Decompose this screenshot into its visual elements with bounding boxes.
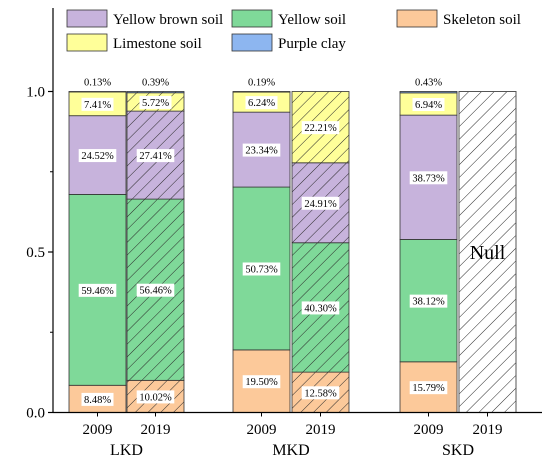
data-label-bg: [409, 381, 448, 395]
data-label: 0.43%: [415, 78, 442, 89]
data-label: 38.73%: [412, 173, 445, 184]
null-label: Null: [470, 242, 506, 264]
y-tick-label: 0.5: [26, 245, 45, 261]
y-tick-label: 0.0: [26, 406, 45, 422]
data-label-bg: [301, 196, 340, 210]
data-label: 6.24%: [248, 98, 275, 109]
data-label-bg: [409, 171, 448, 185]
data-label: 59.46%: [81, 286, 114, 297]
data-label: 23.34%: [245, 146, 278, 157]
data-label-bg: [78, 149, 117, 163]
bar-segment: [232, 91, 291, 93]
bar-segment-hatch: [127, 91, 184, 93]
x-tick-label: 2009: [83, 422, 113, 438]
data-label-bg: [409, 294, 448, 308]
x-tick-label: 2019: [473, 422, 503, 438]
legend-swatch: [231, 9, 273, 28]
x-tick-label: 2019: [306, 422, 336, 438]
null-bar-hatch: [458, 91, 517, 413]
data-label-bg: [242, 143, 281, 157]
legend-swatch: [231, 33, 273, 52]
data-label-bg: [81, 392, 114, 406]
legend-swatch: [396, 9, 438, 28]
x-tick-label: 2019: [141, 422, 171, 438]
legend-label: Purple clay: [278, 36, 346, 52]
data-label-bg: [136, 149, 175, 163]
data-label: 12.58%: [304, 388, 337, 399]
data-label-bg: [245, 96, 278, 110]
data-label: 24.52%: [81, 151, 114, 162]
group-label: LKD: [110, 442, 143, 459]
legend-label: Limestone soil: [113, 36, 202, 52]
legend-swatch: [66, 33, 108, 52]
data-label: 27.41%: [139, 151, 172, 162]
data-label: 24.91%: [304, 199, 337, 210]
bar-segment: [399, 91, 458, 94]
data-label: 38.12%: [412, 297, 445, 308]
data-label: 0.13%: [84, 78, 111, 89]
data-label-bg: [301, 121, 340, 135]
data-label-bg: [242, 375, 281, 389]
data-label-bg: [139, 75, 172, 89]
data-label-bg: [245, 75, 278, 89]
data-label-bg: [136, 283, 175, 297]
data-label: 10.02%: [139, 392, 172, 403]
group-label: MKD: [272, 442, 309, 459]
legend-label: Skeleton soil: [443, 12, 521, 28]
group-label: SKD: [442, 442, 474, 459]
data-label: 7.41%: [84, 100, 111, 111]
data-label-bg: [78, 283, 117, 297]
data-label: 50.73%: [245, 264, 278, 275]
data-label-bg: [412, 75, 445, 89]
legend-label: Yellow soil: [278, 12, 346, 28]
legend: Yellow brown soil Yellow soil Skeleton soi…: [66, 9, 521, 52]
data-label-bg: [139, 95, 172, 109]
data-label: 5.72%: [142, 98, 169, 109]
data-label: 19.50%: [245, 377, 278, 388]
axis-layer: 2009 2019 LKD 2009 2019 MKD 2009 2019 SKD 0.0 0.5 1…: [26, 8, 542, 459]
data-label: 22.21%: [304, 123, 337, 134]
data-label-bg: [412, 97, 445, 111]
data-label: 0.39%: [142, 78, 169, 89]
data-label: 56.46%: [139, 286, 172, 297]
data-label-bg: [81, 97, 114, 111]
data-label-bg: [81, 75, 114, 89]
data-label: 6.94%: [415, 100, 442, 111]
data-label: 0.19%: [248, 78, 275, 89]
x-tick-label: 2009: [414, 422, 444, 438]
data-label-bg: [301, 301, 340, 315]
data-label: 15.79%: [412, 383, 445, 394]
x-tick-label: 2009: [247, 422, 277, 438]
data-label-bg: [136, 390, 175, 404]
bars-layer: 8.48% 59.46% 24.52% 7.41% 0.13% 10.02% 56.46% 2…: [68, 75, 517, 413]
legend-label: Yellow brown soil: [113, 12, 223, 28]
data-label-bg: [301, 386, 340, 400]
data-label: 40.30%: [304, 303, 337, 314]
y-tick-label: 1.0: [26, 85, 45, 101]
legend-swatch: [66, 9, 108, 28]
data-label: 8.48%: [84, 395, 111, 406]
data-label-bg: [242, 262, 281, 276]
